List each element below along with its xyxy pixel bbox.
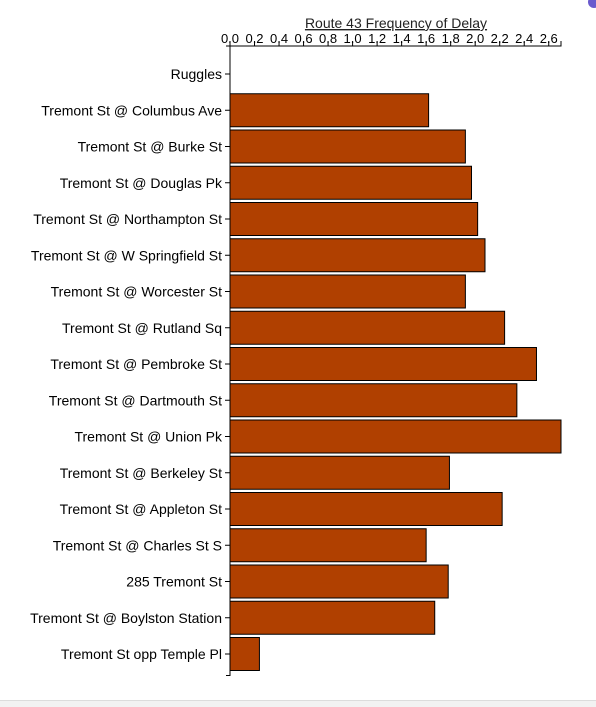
- bar[interactable]: [229, 238, 486, 273]
- bar[interactable]: [229, 492, 503, 526]
- y-category-label: Tremont St @ Union Pk: [74, 429, 223, 445]
- y-category-label: Tremont St opp Temple Pl: [61, 646, 222, 662]
- x-tick-label: 1.2: [368, 31, 386, 46]
- y-category-label: Tremont St @ Dartmouth St: [49, 392, 222, 408]
- x-tick-label: 2.0: [466, 31, 484, 46]
- bar[interactable]: [229, 383, 518, 418]
- bar[interactable]: [229, 202, 479, 236]
- x-axis: 0.0 0.2 0.4 0.6 0.8 1.0 1.2 1.4 1.6 1.8 2.0 2.2 2.4 2…: [221, 31, 562, 47]
- x-tick-label: 0.2: [245, 31, 263, 46]
- x-tick-label: 1.4: [393, 31, 411, 46]
- x-tick-label: 0.0: [221, 31, 239, 46]
- bar[interactable]: [229, 455, 450, 490]
- y-category-label: Tremont St @ Burke St: [78, 139, 223, 155]
- x-tick-label: 2.6: [540, 31, 558, 46]
- x-tick-label: 1.8: [442, 31, 460, 46]
- y-category-label: Tremont St @ Berkeley St: [60, 465, 222, 481]
- y-category-label: Tremont St @ Columbus Ave: [41, 102, 222, 118]
- y-category-label: Tremont St @ Boylston Station: [30, 610, 222, 626]
- y-category-label: Tremont St @ W Springfield St: [31, 247, 222, 263]
- bar[interactable]: [229, 165, 473, 200]
- bar[interactable]: [229, 93, 430, 128]
- x-tick-label: 0.6: [295, 31, 313, 46]
- y-category-label: Tremont St @ Rutland Sq: [62, 320, 222, 336]
- y-category-label: 285 Tremont St: [126, 574, 222, 590]
- bar[interactable]: [229, 637, 260, 671]
- x-tick-label: 0.8: [319, 31, 337, 46]
- y-category-label: Tremont St @ Appleton St: [60, 501, 222, 517]
- y-category-label: Tremont St @ Douglas Pk: [60, 175, 223, 191]
- bar[interactable]: [229, 347, 537, 381]
- y-category-label: Ruggles: [171, 66, 222, 82]
- y-category-label: Tremont St @ Pembroke St: [50, 356, 222, 372]
- x-tick-label: 0.4: [270, 31, 288, 46]
- y-category-label: Tremont St @ Northampton St: [33, 211, 222, 227]
- x-tick-label: 1.0: [344, 31, 362, 46]
- corner-accent-icon: [588, 0, 596, 8]
- bar[interactable]: [229, 600, 436, 635]
- x-tick-label: 1.6: [417, 31, 435, 46]
- bar[interactable]: [229, 310, 506, 345]
- y-category-label: Tremont St @ Charles St S: [53, 537, 222, 553]
- window-bottom-bar: [0, 700, 596, 707]
- x-tick-label: 2.4: [515, 31, 533, 46]
- y-category-label: Tremont St @ Worcester St: [51, 284, 222, 300]
- chart-title: Route 43 Frequency of Delay: [305, 15, 487, 31]
- bars-group: [229, 93, 562, 671]
- y-axis: Ruggles Tremont St @ Columbus Ave Tremont …: [30, 45, 231, 676]
- bar[interactable]: [229, 129, 466, 164]
- bar[interactable]: [229, 528, 427, 563]
- x-tick-label: 2.2: [491, 31, 509, 46]
- bar[interactable]: [229, 274, 466, 309]
- bar[interactable]: [229, 419, 562, 454]
- bar[interactable]: [229, 564, 449, 599]
